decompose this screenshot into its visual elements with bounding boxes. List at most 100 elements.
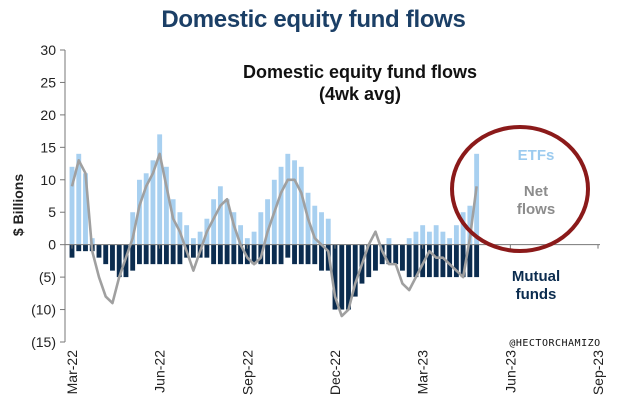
mutual-fund-bar: [265, 244, 270, 265]
y-tick-label: 0: [48, 237, 56, 253]
mutual-fund-bar: [312, 244, 318, 265]
mutual-fund-bar: [69, 244, 75, 258]
etf-bar: [244, 238, 250, 245]
etf-bar: [278, 166, 284, 245]
mutual-fund-bar: [453, 244, 459, 278]
mutual-fund-bar: [413, 244, 419, 278]
mutual-fund-bar: [373, 244, 378, 271]
mutual-fund-bar: [271, 244, 277, 265]
mutual-fund-bar: [177, 244, 183, 265]
y-tick-label: 15: [40, 139, 56, 155]
etf-bar: [319, 212, 324, 245]
mutual-fund-bar: [163, 244, 169, 265]
mutual-fund-bar: [440, 244, 446, 278]
etf-bar: [76, 153, 82, 245]
etf-bar: [325, 218, 331, 245]
y-tick-label: 30: [40, 42, 56, 58]
etf-bar: [258, 212, 264, 245]
etf-bar: [184, 225, 190, 245]
etf-bar: [157, 134, 163, 245]
mutual-fund-bar: [150, 244, 156, 265]
mutual-fund-bar: [137, 244, 142, 265]
annotation-flows: flows: [517, 201, 555, 218]
mutual-fund-bar: [460, 244, 466, 278]
etf-bar: [190, 238, 196, 245]
mutual-fund-bar: [170, 244, 176, 265]
mutual-fund-bar: [433, 244, 439, 278]
mutual-fund-bar: [319, 244, 324, 271]
x-tick-label: Jun-22: [152, 350, 168, 393]
mutual-fund-bar: [420, 244, 426, 278]
mutual-fund-bar: [305, 244, 311, 265]
x-tick-label: Mar-23: [415, 350, 431, 395]
mutual-fund-bar: [116, 244, 122, 278]
mutual-fund-bar: [406, 244, 412, 278]
mutual-fund-bar: [204, 244, 210, 258]
x-tick-label: Mar-22: [64, 350, 80, 395]
highlight-circle: [450, 125, 590, 253]
etf-bar: [433, 225, 439, 245]
mutual-fund-bar: [352, 244, 358, 297]
etf-bar: [460, 212, 466, 245]
mutual-fund-bar: [292, 244, 297, 265]
etf-bar: [224, 199, 230, 245]
mutual-fund-bar: [83, 244, 88, 252]
x-tick-label: Dec-22: [327, 350, 343, 395]
y-tick-label: 10: [40, 172, 56, 188]
mutual-fund-bar: [110, 244, 115, 271]
etf-bar: [467, 205, 473, 245]
etf-bar: [447, 238, 453, 245]
chart-title: Domestic equity fund flows: [243, 62, 477, 82]
mutual-fund-bar: [278, 244, 284, 265]
mutual-fund-bar: [231, 244, 237, 265]
mutual-fund-bar: [244, 244, 250, 265]
mutual-fund-bar: [224, 244, 230, 265]
etf-bar: [170, 199, 176, 245]
x-axis-ticks: Mar-22 Jun-22 Sep-22 Dec-22 Mar-23 Jun-23 Sep-…: [64, 244, 606, 395]
etf-bar: [474, 153, 480, 245]
mutual-fund-bar: [339, 244, 345, 310]
mutual-fund-bar: [400, 244, 405, 271]
etf-bar: [426, 231, 432, 245]
x-tick-label: Sep-23: [590, 350, 606, 395]
page-title: Domestic equity fund flows: [161, 6, 466, 33]
annotation-etfs: ETFs: [518, 147, 555, 164]
mutual-fund-bar: [217, 244, 223, 265]
mutual-fund-bar: [143, 244, 149, 265]
etf-bar: [211, 199, 217, 245]
y-tick-label: (15): [31, 334, 56, 350]
mutual-fund-bar: [298, 244, 304, 265]
etf-bar: [238, 225, 244, 245]
etf-bars: [69, 134, 480, 245]
mutual-fund-bar: [251, 244, 257, 265]
etf-bar: [413, 231, 419, 245]
mutual-fund-bar: [130, 244, 136, 271]
etf-bar: [251, 231, 257, 245]
etf-bar: [440, 231, 446, 245]
mutual-fund-bar: [386, 244, 392, 265]
mutual-fund-bars: [69, 244, 480, 310]
y-tick-label: 20: [40, 107, 56, 123]
mutual-fund-bar: [447, 244, 453, 278]
x-tick-label: Jun-23: [502, 350, 518, 393]
etf-bar: [137, 179, 142, 245]
mutual-fund-bar: [190, 244, 196, 258]
etf-bar: [143, 173, 149, 245]
etf-bar: [312, 205, 318, 245]
mutual-fund-bar: [393, 244, 399, 265]
y-axis-ticks: 30 25 20 15 10 5 0 (5) (10) (15): [31, 42, 65, 350]
mutual-fund-bar: [332, 244, 338, 310]
mutual-fund-bar: [379, 244, 385, 265]
y-tick-label: 5: [48, 204, 56, 220]
etf-bar: [265, 199, 270, 245]
etf-bar: [420, 225, 426, 245]
etf-bar: [177, 212, 183, 245]
mutual-fund-bar: [211, 244, 217, 265]
y-axis-label: $ Billions: [10, 174, 26, 236]
y-tick-label: (10): [31, 302, 56, 318]
etf-bar: [83, 173, 88, 245]
annotation-funds: funds: [516, 286, 557, 303]
mutual-fund-bar: [426, 244, 432, 278]
etf-bar: [130, 212, 136, 245]
